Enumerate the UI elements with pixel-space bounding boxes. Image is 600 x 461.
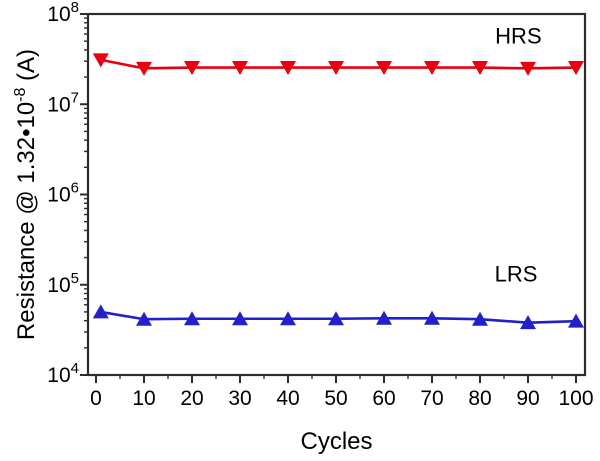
- lrs-marker: [472, 311, 488, 326]
- lrs-marker: [184, 311, 200, 326]
- x-axis-tick-label: 20: [180, 387, 203, 410]
- hrs-label: HRS: [495, 24, 541, 49]
- y-axis-tick-label: 105: [47, 270, 79, 297]
- x-axis-tick-label: 60: [372, 387, 395, 410]
- lrs-marker: [568, 313, 584, 328]
- lrs-marker: [92, 304, 109, 319]
- lrs-marker: [136, 311, 152, 326]
- x-axis-tick-label: 0: [90, 387, 102, 410]
- hrs-marker: [520, 61, 536, 76]
- hrs-marker: [376, 61, 392, 76]
- x-axis-tick-label: 40: [276, 387, 299, 410]
- hrs-marker: [92, 53, 109, 68]
- x-axis-label: Cycles: [300, 428, 372, 455]
- x-axis-tick-label: 90: [516, 387, 539, 410]
- hrs-marker: [568, 61, 584, 76]
- x-axis-tick-label: 50: [324, 387, 347, 410]
- lrs-marker: [232, 311, 248, 326]
- lrs-marker: [280, 311, 296, 326]
- lrs-marker: [520, 315, 536, 330]
- x-axis-tick-label: 80: [468, 387, 491, 410]
- lrs-marker: [424, 310, 440, 325]
- x-axis-tick-labels: 0 10 20 30 40 50 60 70 80 90 100: [90, 387, 593, 410]
- y-axis-tick-label: 108: [47, 0, 79, 26]
- hrs-marker: [184, 61, 200, 76]
- x-axis-tick-label: 10: [132, 387, 155, 410]
- y-axis-tick-label: 106: [47, 180, 79, 207]
- lrs-label: LRS: [495, 261, 538, 286]
- plot-frame: [86, 12, 587, 377]
- lrs-series: [92, 304, 584, 330]
- x-axis-tick-label: 100: [558, 387, 593, 410]
- hrs-series: [92, 53, 584, 76]
- hrs-marker: [136, 61, 152, 76]
- x-axis-ticks: [95, 375, 577, 383]
- hrs-marker: [424, 61, 440, 76]
- lrs-marker: [376, 310, 392, 325]
- hrs-marker: [280, 61, 296, 76]
- hrs-marker: [472, 61, 488, 76]
- lrs-marker: [328, 311, 344, 326]
- x-axis-tick-label: 70: [420, 387, 443, 410]
- y-axis-tick-label: 107: [47, 89, 79, 116]
- y-axis-tick-labels: 104 105 106 107 108: [47, 0, 79, 387]
- y-axis-label: Resistance @ 1.32•10-8 (A): [12, 49, 40, 340]
- y-axis-tick-label: 104: [47, 360, 79, 387]
- hrs-marker: [328, 61, 344, 76]
- hrs-marker: [232, 61, 248, 76]
- x-axis-tick-label: 30: [228, 387, 251, 410]
